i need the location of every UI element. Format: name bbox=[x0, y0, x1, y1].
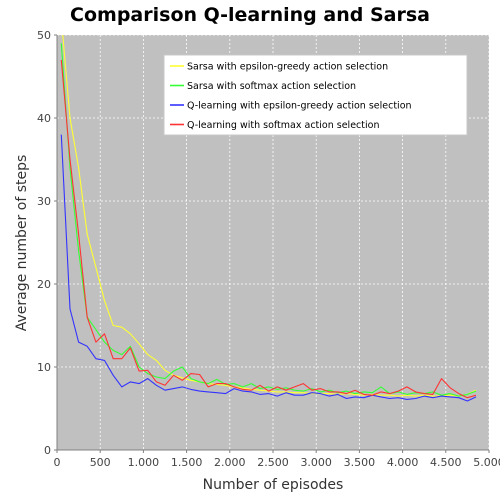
series-line-3 bbox=[60, 134, 477, 402]
y-tick-label: 40 bbox=[37, 112, 51, 125]
y-tick-label: 20 bbox=[37, 278, 51, 291]
ticks: 0 500 1.000 1.500 2.000 2.500 3.000 3.500 4.000 4… bbox=[37, 29, 500, 469]
y-tick-label: 0 bbox=[44, 444, 51, 457]
x-tick-label: 4.500 bbox=[430, 456, 462, 469]
x-tick-label: 3.500 bbox=[344, 456, 376, 469]
y-tick-label: 30 bbox=[37, 195, 51, 208]
y-axis-label: Average number of steps bbox=[14, 155, 30, 332]
x-tick-label: 2.500 bbox=[257, 456, 289, 469]
legend-label: Q-learning with epsilon-greedy action se… bbox=[187, 101, 412, 112]
series-group bbox=[60, 35, 477, 402]
x-tick-label: 1.500 bbox=[171, 456, 203, 469]
x-tick-label: 3.000 bbox=[300, 456, 332, 469]
x-tick-label: 1.000 bbox=[128, 456, 160, 469]
y-tick-label: 50 bbox=[37, 29, 51, 42]
x-axis-label: Number of episodes bbox=[203, 477, 344, 493]
legend-box bbox=[163, 54, 468, 136]
chart-title: Comparison Q-learning and Sarsa bbox=[70, 4, 430, 26]
x-tick-label: 2.000 bbox=[214, 456, 246, 469]
series-line-2 bbox=[60, 43, 477, 397]
series-line-4 bbox=[60, 59, 477, 399]
y-tick-label: 10 bbox=[37, 361, 51, 374]
x-tick-label: 5.000 bbox=[473, 456, 500, 469]
legend-label: Sarsa with epsilon-greedy action selecti… bbox=[187, 62, 388, 73]
legend: Sarsa with epsilon-greedy action selecti… bbox=[163, 54, 468, 136]
legend-label: Sarsa with softmax action selection bbox=[187, 81, 356, 92]
x-tick-label: 0 bbox=[54, 456, 61, 469]
legend-label: Q-learning with softmax action selection bbox=[187, 120, 379, 131]
x-tick-label: 4.000 bbox=[387, 456, 419, 469]
x-tick-label: 500 bbox=[90, 456, 111, 469]
